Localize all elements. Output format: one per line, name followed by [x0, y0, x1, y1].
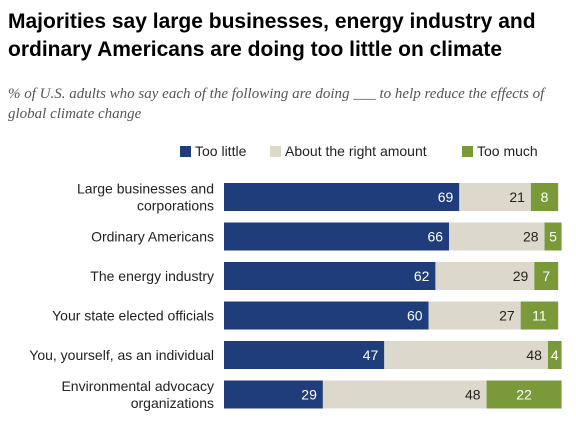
- data-label-too-much: 4: [551, 347, 559, 363]
- category-label: Environmental advocacy organizations: [61, 378, 214, 411]
- data-label-too-little: 29: [301, 387, 317, 403]
- category-label-line: Large businesses and: [77, 181, 214, 197]
- legend-swatch-too-little: [180, 146, 191, 157]
- category-label: You, yourself, as an individual: [29, 347, 214, 363]
- bar-segment-too-little: [224, 262, 436, 290]
- data-label-too-much: 5: [549, 229, 557, 245]
- category-label-line: corporations: [137, 198, 214, 214]
- data-label-about-the-right-amount: 48: [465, 387, 481, 403]
- legend-label-too-much: Too much: [477, 143, 538, 159]
- data-label-too-little: 66: [427, 229, 443, 245]
- bar-segment-about-the-right-amount: [322, 380, 487, 409]
- bar-segment-about-the-right-amount: [449, 222, 545, 251]
- bar-segment-too-much: [520, 301, 559, 330]
- legend-swatch-about-the-right-amount: [270, 146, 281, 157]
- chart-title: Majorities say large businesses, energy …: [8, 10, 536, 61]
- bar-segment-about-the-right-amount: [384, 341, 548, 369]
- category-label: The energy industry: [90, 268, 214, 284]
- data-label-too-little: 62: [414, 268, 430, 284]
- bar-segment-too-little: [224, 222, 450, 251]
- bar-segment-about-the-right-amount: [428, 301, 521, 330]
- bar-segment-too-much: [486, 380, 562, 409]
- bar-segment-too-much: [544, 222, 562, 251]
- data-label-about-the-right-amount: 27: [499, 308, 515, 324]
- category-label-line: Environmental advocacy: [61, 378, 214, 394]
- category-label-line: Ordinary Americans: [91, 229, 214, 245]
- data-label-about-the-right-amount: 28: [523, 229, 539, 245]
- legend-label-about-the-right-amount: About the right amount: [285, 143, 427, 159]
- data-label-too-little: 47: [363, 347, 379, 363]
- category-label-line: You, yourself, as an individual: [29, 347, 214, 363]
- bar-segment-too-much: [530, 183, 559, 211]
- category-label: Large businesses and corporations: [77, 181, 214, 214]
- bar-segment-too-much: [547, 341, 562, 369]
- category-label-line: The energy industry: [90, 268, 214, 284]
- bar-segment-too-little: [224, 183, 460, 211]
- stacked-bar-chart: Too little About the right amount Too much…: [29, 143, 562, 411]
- data-label-too-much: 11: [532, 308, 547, 324]
- bar-segment-about-the-right-amount: [435, 262, 535, 290]
- bar-segment-too-little: [224, 341, 385, 369]
- legend-swatch-too-much: [462, 146, 473, 157]
- data-label-about-the-right-amount: 21: [509, 189, 525, 205]
- category-label: Your state elected officials: [52, 308, 214, 324]
- bar-segment-too-little: [224, 301, 429, 330]
- bar-segment-too-little: [224, 380, 323, 409]
- data-label-too-little: 60: [407, 308, 423, 324]
- data-label-too-much: 7: [542, 268, 550, 284]
- data-label-about-the-right-amount: 48: [526, 347, 542, 363]
- bar-segment-too-much: [534, 262, 559, 290]
- data-label-too-much: 22: [516, 387, 532, 403]
- data-label-too-much: 8: [541, 189, 549, 205]
- category-label-line: organizations: [131, 395, 214, 411]
- category-label-line: Your state elected officials: [52, 308, 214, 324]
- legend-label-too-little: Too little: [195, 143, 247, 159]
- category-label: Ordinary Americans: [91, 229, 214, 245]
- chart-subtitle: % of U.S. adults who say each of the fol…: [8, 86, 545, 122]
- bar-segment-about-the-right-amount: [459, 183, 531, 211]
- data-label-about-the-right-amount: 29: [513, 268, 529, 284]
- data-label-too-little: 69: [438, 189, 454, 205]
